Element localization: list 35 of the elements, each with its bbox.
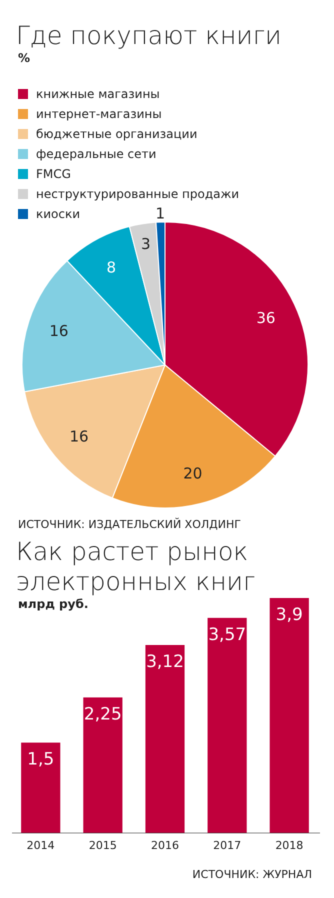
text: ИСТОЧНИК: ИЗДАТЕЛЬСКИЙ ХОЛДИНГ — [18, 517, 242, 531]
data-label: 16 — [70, 427, 89, 446]
x-tick-label: 2016 — [151, 839, 179, 852]
x-tick-label: 2018 — [275, 839, 304, 852]
x-tick-label: 2017 — [213, 839, 242, 852]
data-label: 3,12 — [146, 652, 184, 672]
data-label: 20 — [183, 464, 202, 482]
legend-label: книжные магазины — [36, 87, 160, 101]
data-label: 8 — [106, 258, 116, 277]
bar — [145, 645, 185, 833]
legend-label: неструктурированные продажи — [36, 187, 240, 201]
legend-label: FMCG — [36, 167, 71, 181]
data-label: 1,5 — [27, 750, 54, 770]
data-label: 1 — [155, 204, 165, 222]
data-label: 3,9 — [276, 605, 303, 625]
text: ИСТОЧНИК: ЖУРНАЛ — [192, 868, 312, 881]
legend-label: бюджетные организации — [36, 127, 198, 141]
data-label: 3 — [140, 234, 151, 253]
legend-label: интернет-магазины — [36, 107, 162, 121]
legend-label: киоски — [36, 207, 80, 221]
chart-title: Как растет рынок электронных книг — [16, 537, 256, 596]
data-label: 16 — [49, 322, 68, 340]
x-tick-label: 2015 — [88, 839, 117, 852]
bar — [83, 697, 122, 833]
data-label: 3,57 — [208, 624, 246, 645]
x-tick-label: 2014 — [26, 839, 55, 852]
chart-title: Где покупают книги — [16, 21, 282, 50]
bar — [208, 618, 247, 833]
chart-subtitle: % — [18, 51, 30, 65]
bar — [21, 742, 60, 833]
data-label: 36 — [256, 308, 276, 327]
data-label: 2,25 — [84, 704, 122, 724]
legend-label: федеральные сети — [36, 147, 156, 161]
chart-subtitle: млрд руб. — [18, 597, 88, 611]
bar — [270, 598, 309, 833]
